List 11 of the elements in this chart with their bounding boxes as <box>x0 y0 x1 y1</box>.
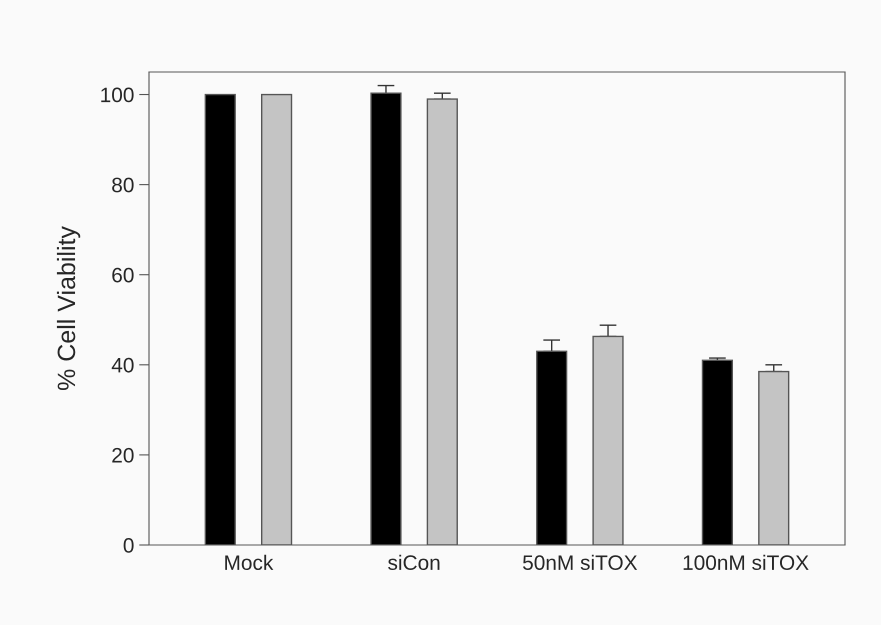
y-tick-label: 20 <box>112 448 134 463</box>
y-tick-label: 80 <box>112 178 134 192</box>
x-tick-label: 50nM siTOX <box>522 554 638 570</box>
y-tick-label: 100 <box>101 88 134 102</box>
x-tick-label: siCon <box>388 554 440 570</box>
x-tick-label: Mock <box>225 554 274 570</box>
x-tick-label: 100nM siTOX <box>684 554 809 570</box>
y-tick-label: 60 <box>112 268 134 282</box>
y-axis-title: % Cell Viability <box>56 226 80 390</box>
y-tick-label: 0 <box>124 538 134 553</box>
y-tick-label: 40 <box>112 358 134 373</box>
